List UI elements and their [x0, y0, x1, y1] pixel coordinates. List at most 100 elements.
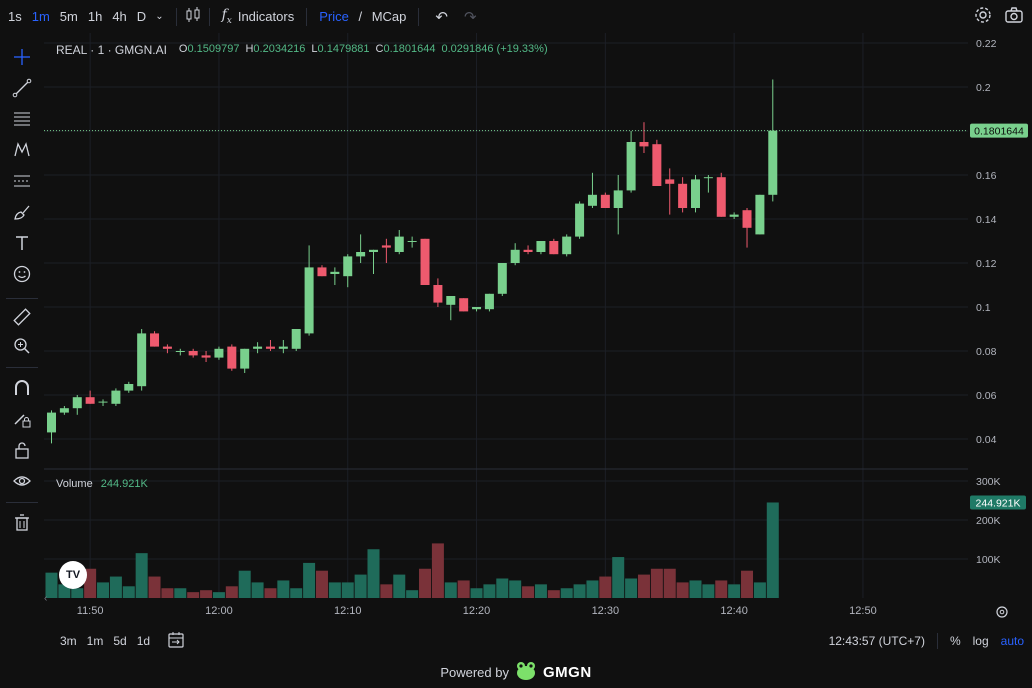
price-tick-label: 0.12 — [976, 258, 997, 270]
range-1d[interactable]: 1d — [136, 634, 151, 648]
candle-body — [330, 271, 340, 274]
zoom-in-icon[interactable] — [10, 334, 34, 358]
projection-icon[interactable] — [10, 169, 34, 193]
price-tick-label: 0.14 — [976, 214, 997, 226]
mcap-option[interactable]: MCap — [371, 9, 407, 24]
volume-bar — [251, 582, 264, 598]
axis-settings-icon[interactable] — [996, 606, 1008, 618]
candle-body — [47, 412, 56, 433]
volume-bar — [728, 584, 741, 598]
pattern-icon[interactable] — [10, 138, 34, 162]
percent-toggle[interactable]: % — [949, 634, 961, 648]
volume-tick-label: 300K — [976, 476, 1001, 488]
volume-bar — [367, 549, 380, 598]
range-3m[interactable]: 3m — [60, 634, 77, 648]
volume-axis[interactable]: 100K 200K 300K — [976, 476, 1001, 566]
price-option[interactable]: Price — [319, 9, 349, 24]
candle-body — [124, 384, 134, 391]
indicators-label: Indicators — [237, 8, 295, 24]
undo-icon[interactable]: ↶ — [435, 8, 448, 26]
ohlc-legend: REAL · 1 · GMGN.AI O0.1509797 H0.2034216… — [56, 43, 548, 57]
candle-body — [497, 263, 507, 294]
volume-bar — [393, 574, 406, 598]
fib-icon[interactable] — [10, 107, 34, 131]
camera-icon[interactable] — [1004, 6, 1024, 27]
volume-bar — [741, 570, 754, 598]
candle-body — [678, 183, 688, 208]
symbol-title[interactable]: REAL · 1 · GMGN.AI — [56, 43, 167, 57]
volume-bar — [560, 588, 573, 598]
low-label: L — [311, 43, 318, 55]
time-axis[interactable]: 11:50 12:00 12:10 12:20 12:30 12:40 12:50 — [77, 605, 877, 617]
timeframe-d[interactable]: D — [136, 9, 147, 24]
tradingview-logo[interactable]: TV — [59, 561, 87, 589]
trash-icon[interactable] — [10, 511, 34, 535]
volume-label[interactable]: Volume — [56, 478, 93, 490]
candle-body — [755, 194, 765, 235]
emoji-icon[interactable] — [10, 262, 34, 286]
last-price-badge-bg — [970, 123, 1028, 138]
timeframe-1s[interactable]: 1s — [8, 9, 22, 24]
time-tick-label: 11:50 — [77, 605, 104, 617]
scroll-left-icon[interactable]: ‹ — [44, 593, 47, 604]
price-mcap-toggle[interactable]: Price / MCap — [315, 9, 410, 24]
volume-bar — [148, 576, 161, 598]
volume-bar — [419, 568, 432, 598]
ruler-icon[interactable] — [10, 305, 34, 329]
range-1m[interactable]: 1m — [86, 634, 104, 648]
divider — [418, 7, 420, 26]
date-range-icon[interactable] — [167, 631, 185, 652]
candle-body — [278, 346, 288, 349]
candle-body — [111, 390, 121, 404]
candle-body — [240, 348, 250, 369]
divider — [175, 7, 177, 26]
brush-icon[interactable] — [10, 200, 34, 224]
volume-bar — [161, 588, 174, 598]
magnet-icon[interactable] — [10, 376, 34, 400]
timeframe-1m[interactable]: 1m — [31, 9, 50, 24]
auto-toggle[interactable]: auto — [1000, 634, 1024, 648]
open-value: 0.1509797 — [187, 43, 240, 55]
candle-body — [137, 333, 147, 387]
candle-body — [639, 142, 649, 147]
trendline-icon[interactable] — [10, 76, 34, 100]
chevron-down-icon[interactable]: ⌄ — [155, 11, 164, 22]
price-axis[interactable]: 0.040.060.080.10.120.140.160.180.20.22 — [976, 38, 997, 446]
text-icon[interactable] — [10, 231, 34, 255]
candle-body — [536, 241, 546, 252]
price-tick-label: 0.04 — [976, 434, 997, 446]
candles-icon[interactable] — [185, 6, 201, 28]
crosshair-icon[interactable] — [10, 45, 34, 69]
lock-icon[interactable] — [10, 438, 34, 462]
volume-bar — [663, 568, 676, 598]
volume-bar — [702, 584, 715, 598]
close-value: 0.1801644 — [383, 43, 436, 55]
lock-draw-icon[interactable] — [10, 407, 34, 431]
candle-body — [343, 256, 353, 277]
timeframe-4h[interactable]: 4h — [112, 9, 127, 24]
redo-icon[interactable]: ↷ — [463, 8, 477, 26]
clock-label[interactable]: 12:43:57 (UTC+7) — [828, 634, 925, 648]
candle-body — [407, 241, 417, 242]
gmgn-brand[interactable]: GMGN — [542, 663, 592, 681]
timeframe-1h[interactable]: 1h — [87, 9, 103, 24]
volume-legend: Volume 244.921K — [56, 478, 148, 490]
candle-body — [381, 245, 391, 248]
settings-icon[interactable] — [974, 6, 992, 27]
eye-icon[interactable] — [10, 469, 34, 493]
volume-bar — [522, 586, 535, 598]
candle-body — [150, 333, 160, 347]
volume-tick-label: 100K — [976, 554, 1001, 566]
time-tick-label: 12:40 — [720, 605, 748, 617]
range-5d[interactable]: 5d — [113, 634, 127, 648]
volume-bar — [315, 570, 328, 598]
timeframe-5m[interactable]: 5m — [59, 9, 78, 24]
price-chart[interactable]: 0.040.060.080.10.120.140.160.180.20.22 1… — [0, 0, 1032, 628]
indicators-button[interactable]: fx Indicators — [218, 7, 299, 26]
log-toggle[interactable]: log — [972, 634, 989, 648]
candle-body — [587, 194, 597, 206]
candle-body — [716, 177, 726, 217]
candle-body — [768, 130, 778, 195]
toggle-slash: / — [354, 9, 366, 24]
volume-bar — [496, 578, 509, 598]
